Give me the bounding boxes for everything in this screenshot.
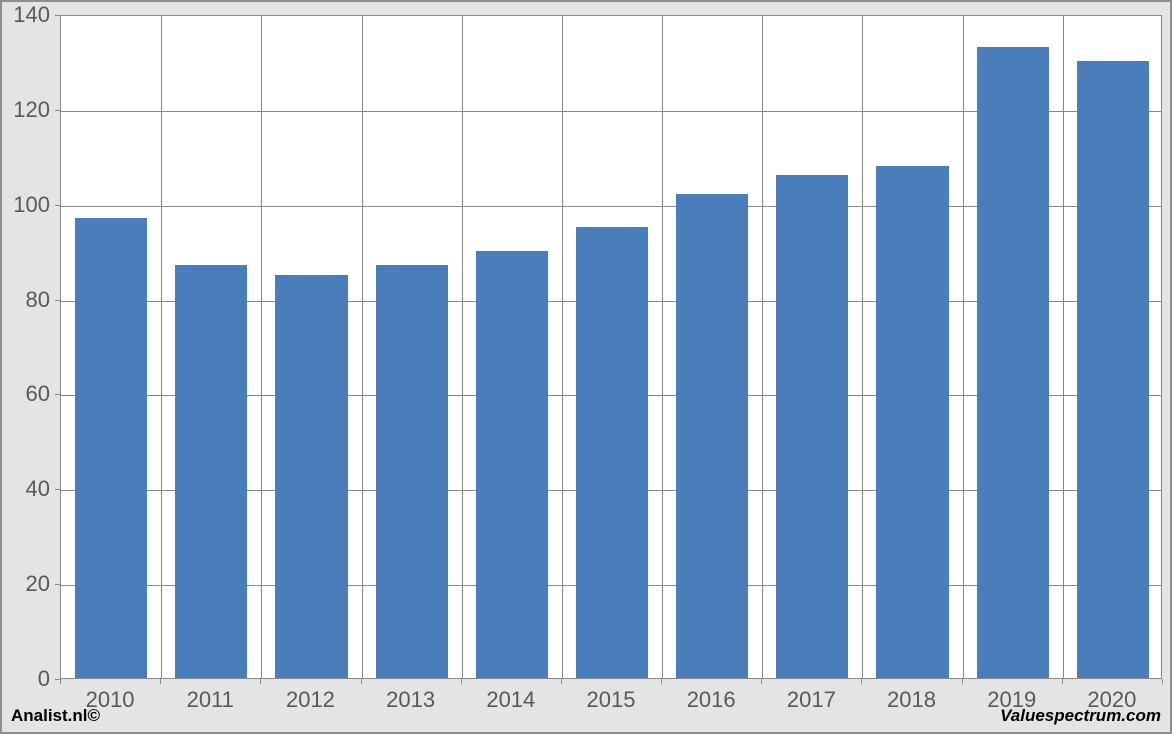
bar [476, 251, 548, 678]
bar [977, 47, 1049, 678]
y-axis-label: 40 [5, 476, 50, 502]
y-tick [55, 300, 60, 301]
x-tick [561, 679, 562, 684]
y-axis-label: 0 [5, 666, 50, 692]
x-tick [60, 679, 61, 684]
bar [676, 194, 748, 678]
x-tick [861, 679, 862, 684]
y-axis-label: 60 [5, 381, 50, 407]
y-tick [55, 489, 60, 490]
y-tick [55, 110, 60, 111]
y-tick [55, 15, 60, 16]
gridline-vertical [762, 16, 763, 678]
x-tick [160, 679, 161, 684]
x-tick [361, 679, 362, 684]
y-tick [55, 205, 60, 206]
x-axis-label: 2011 [187, 687, 234, 713]
gridline-vertical [662, 16, 663, 678]
x-axis-label: 2015 [587, 687, 636, 713]
gridline-vertical [362, 16, 363, 678]
bar [275, 275, 347, 678]
bar [876, 166, 948, 678]
bar [175, 265, 247, 678]
x-tick [1162, 679, 1163, 684]
y-tick [55, 394, 60, 395]
bar [776, 175, 848, 678]
x-tick [461, 679, 462, 684]
y-axis-label: 120 [5, 97, 50, 123]
y-axis-label: 80 [5, 287, 50, 313]
gridline-vertical [1063, 16, 1064, 678]
x-tick [1062, 679, 1063, 684]
gridline-vertical [161, 16, 162, 678]
x-axis-label: 2010 [86, 687, 135, 713]
x-tick [761, 679, 762, 684]
y-tick [55, 584, 60, 585]
gridline-vertical [261, 16, 262, 678]
bar [75, 218, 147, 678]
gridline-vertical [963, 16, 964, 678]
x-tick [661, 679, 662, 684]
chart-inner: Analist.nl© Valuespectrum.com 0204060801… [5, 5, 1167, 729]
y-axis-label: 140 [5, 2, 50, 28]
chart-outer: Analist.nl© Valuespectrum.com 0204060801… [0, 0, 1172, 734]
x-axis-label: 2014 [486, 687, 535, 713]
x-axis-label: 2012 [286, 687, 335, 713]
gridline-vertical [562, 16, 563, 678]
bar [376, 265, 448, 678]
x-tick [260, 679, 261, 684]
x-axis-label: 2017 [787, 687, 836, 713]
x-axis-label: 2013 [386, 687, 435, 713]
bar [1077, 61, 1149, 678]
plot-area [60, 15, 1162, 679]
y-axis-label: 100 [5, 192, 50, 218]
x-tick [962, 679, 963, 684]
gridline-vertical [462, 16, 463, 678]
y-axis-label: 20 [5, 571, 50, 597]
bar [576, 227, 648, 678]
x-axis-label: 2019 [987, 687, 1036, 713]
x-axis-label: 2016 [687, 687, 736, 713]
x-axis-label: 2020 [1087, 687, 1136, 713]
x-axis-label: 2018 [887, 687, 936, 713]
gridline-vertical [862, 16, 863, 678]
